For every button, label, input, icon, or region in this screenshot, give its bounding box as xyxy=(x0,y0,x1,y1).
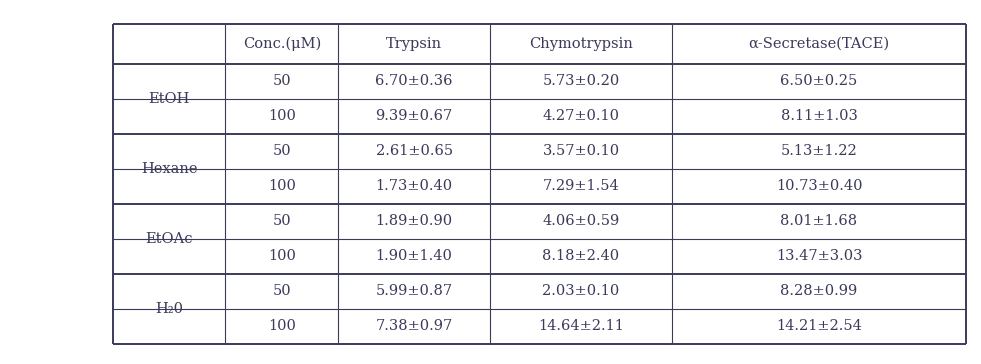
Text: 1.90±1.40: 1.90±1.40 xyxy=(376,249,452,264)
Text: 7.38±0.97: 7.38±0.97 xyxy=(376,320,452,333)
Text: 6.70±0.36: 6.70±0.36 xyxy=(376,74,453,88)
Text: 4.27±0.10: 4.27±0.10 xyxy=(542,110,619,123)
Text: 50: 50 xyxy=(273,74,291,88)
Text: 3.57±0.10: 3.57±0.10 xyxy=(542,145,620,158)
Text: 8.11±1.03: 8.11±1.03 xyxy=(781,110,857,123)
Text: 10.73±0.40: 10.73±0.40 xyxy=(776,179,862,193)
Text: 14.21±2.54: 14.21±2.54 xyxy=(776,320,862,333)
Text: 5.99±0.87: 5.99±0.87 xyxy=(376,285,452,298)
Text: 5.13±1.22: 5.13±1.22 xyxy=(781,145,857,158)
Text: 7.29±1.54: 7.29±1.54 xyxy=(542,179,619,193)
Text: 1.89±0.90: 1.89±0.90 xyxy=(376,214,452,229)
Text: 50: 50 xyxy=(273,285,291,298)
Text: 100: 100 xyxy=(268,320,295,333)
Text: Trypsin: Trypsin xyxy=(387,37,442,51)
Text: Hexane: Hexane xyxy=(141,162,197,176)
Text: EtOAc: EtOAc xyxy=(145,232,193,246)
Text: 50: 50 xyxy=(273,214,291,229)
Text: 8.28±0.99: 8.28±0.99 xyxy=(781,285,857,298)
Text: 50: 50 xyxy=(273,145,291,158)
Text: 9.39±0.67: 9.39±0.67 xyxy=(376,110,452,123)
Text: 14.64±2.11: 14.64±2.11 xyxy=(538,320,624,333)
Text: 100: 100 xyxy=(268,249,295,264)
Text: α-Secretase(TACE): α-Secretase(TACE) xyxy=(749,37,890,51)
Text: 6.50±0.25: 6.50±0.25 xyxy=(781,74,857,88)
Text: Conc.(μM): Conc.(μM) xyxy=(242,37,321,51)
Text: 2.61±0.65: 2.61±0.65 xyxy=(376,145,452,158)
Text: 8.01±1.68: 8.01±1.68 xyxy=(781,214,857,229)
Text: 5.73±0.20: 5.73±0.20 xyxy=(542,74,620,88)
Text: 4.06±0.59: 4.06±0.59 xyxy=(542,214,620,229)
Text: 100: 100 xyxy=(268,179,295,193)
Text: 8.18±2.40: 8.18±2.40 xyxy=(542,249,620,264)
Text: 100: 100 xyxy=(268,110,295,123)
Text: 13.47±3.03: 13.47±3.03 xyxy=(776,249,862,264)
Text: Chymotrypsin: Chymotrypsin xyxy=(529,37,633,51)
Text: 2.03±0.10: 2.03±0.10 xyxy=(542,285,620,298)
Text: EtOH: EtOH xyxy=(148,92,190,106)
Text: H₂0: H₂0 xyxy=(155,302,183,316)
Text: 1.73±0.40: 1.73±0.40 xyxy=(376,179,452,193)
